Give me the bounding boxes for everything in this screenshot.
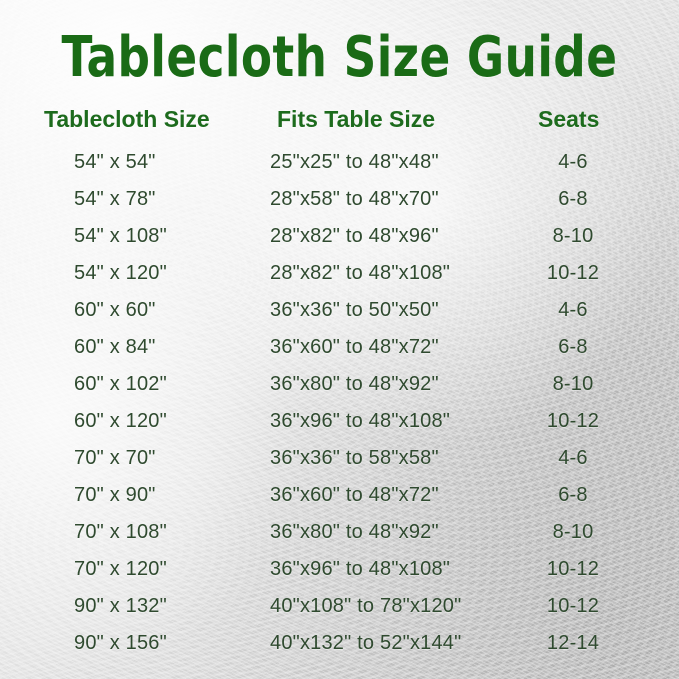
cell-seats: 6-8 (558, 336, 588, 358)
cell-tablecloth-size: 90" x 132" (74, 595, 167, 617)
cell-fits-table-size: 40"x132" to 52"x144" (270, 632, 462, 654)
table-row: 70" x 70" 36"x36" to 58"x58" 4-6 (0, 444, 679, 481)
table-row: 90" x 156" 40"x132" to 52"x144" 12-14 (0, 629, 679, 666)
cell-seats: 8-10 (552, 225, 594, 247)
table-row: 70" x 90" 36"x60" to 48"x72" 6-8 (0, 481, 679, 518)
table-row: 90" x 132" 40"x108" to 78"x120" 10-12 (0, 592, 679, 629)
cell-fits-table-size: 40"x108" to 78"x120" (270, 595, 462, 617)
column-header-fits-table-size: Fits Table Size (277, 106, 436, 132)
cell-tablecloth-size: 60" x 84" (74, 336, 156, 358)
cell-tablecloth-size: 70" x 90" (74, 484, 156, 506)
cell-fits-table-size: 28"x82" to 48"x96" (270, 225, 439, 247)
cell-fits-table-size: 36"x60" to 48"x72" (270, 336, 439, 358)
cell-tablecloth-size: 70" x 120" (74, 558, 167, 580)
table-row: 60" x 120" 36"x96" to 48"x108" 10-12 (0, 407, 679, 444)
cell-tablecloth-size: 54" x 78" (74, 188, 156, 210)
cell-fits-table-size: 36"x80" to 48"x92" (270, 521, 439, 543)
cell-fits-table-size: 36"x60" to 48"x72" (270, 484, 439, 506)
cell-fits-table-size: 36"x36" to 58"x58" (270, 447, 439, 469)
cell-seats: 10-12 (546, 595, 600, 617)
cell-tablecloth-size: 54" x 54" (74, 151, 156, 173)
cell-seats: 10-12 (546, 410, 600, 432)
cell-tablecloth-size: 70" x 108" (74, 521, 167, 543)
cell-tablecloth-size: 54" x 120" (74, 262, 167, 284)
table-row: 70" x 108" 36"x80" to 48"x92" 8-10 (0, 518, 679, 555)
cell-fits-table-size: 28"x82" to 48"x108" (270, 262, 451, 284)
cell-fits-table-size: 36"x36" to 50"x50" (270, 299, 439, 321)
table-row: 54" x 120" 28"x82" to 48"x108" 10-12 (0, 259, 679, 296)
cell-seats: 4-6 (558, 151, 588, 173)
cell-seats: 8-10 (552, 521, 594, 543)
cell-tablecloth-size: 54" x 108" (74, 225, 167, 247)
table-row: 54" x 54" 25"x25" to 48"x48" 4-6 (0, 148, 679, 185)
table-body: 54" x 54" 25"x25" to 48"x48" 4-6 54" x 78" 2… (0, 148, 679, 666)
cell-fits-table-size: 36"x96" to 48"x108" (270, 410, 451, 432)
cell-seats: 4-6 (558, 299, 588, 321)
cell-seats: 6-8 (558, 188, 588, 210)
cell-tablecloth-size: 60" x 60" (74, 299, 156, 321)
cell-seats: 10-12 (546, 558, 600, 580)
cell-fits-table-size: 25"x25" to 48"x48" (270, 151, 439, 173)
column-header-tablecloth-size: Tablecloth Size (44, 106, 210, 132)
cell-fits-table-size: 28"x58" to 48"x70" (270, 188, 439, 210)
table-row: 60" x 84" 36"x60" to 48"x72" 6-8 (0, 333, 679, 370)
table-row: 70" x 120" 36"x96" to 48"x108" 10-12 (0, 555, 679, 592)
cell-seats: 10-12 (546, 262, 600, 284)
table-row: 54" x 78" 28"x58" to 48"x70" 6-8 (0, 185, 679, 222)
page-title: Tablecloth Size Guide (61, 25, 618, 90)
cell-seats: 12-14 (546, 632, 600, 654)
cell-tablecloth-size: 60" x 102" (74, 373, 167, 395)
cell-seats: 4-6 (558, 447, 588, 469)
column-header-seats: Seats (538, 106, 600, 132)
table-header-row: Tablecloth Size Fits Table Size Seats (0, 104, 679, 134)
cell-fits-table-size: 36"x96" to 48"x108" (270, 558, 451, 580)
table-row: 60" x 60" 36"x36" to 50"x50" 4-6 (0, 296, 679, 333)
cell-tablecloth-size: 60" x 120" (74, 410, 167, 432)
cell-tablecloth-size: 90" x 156" (74, 632, 167, 654)
cell-tablecloth-size: 70" x 70" (74, 447, 156, 469)
table-row: 60" x 102" 36"x80" to 48"x92" 8-10 (0, 370, 679, 407)
table-row: 54" x 108" 28"x82" to 48"x96" 8-10 (0, 222, 679, 259)
cell-seats: 6-8 (558, 484, 588, 506)
cell-fits-table-size: 36"x80" to 48"x92" (270, 373, 439, 395)
cell-seats: 8-10 (552, 373, 594, 395)
